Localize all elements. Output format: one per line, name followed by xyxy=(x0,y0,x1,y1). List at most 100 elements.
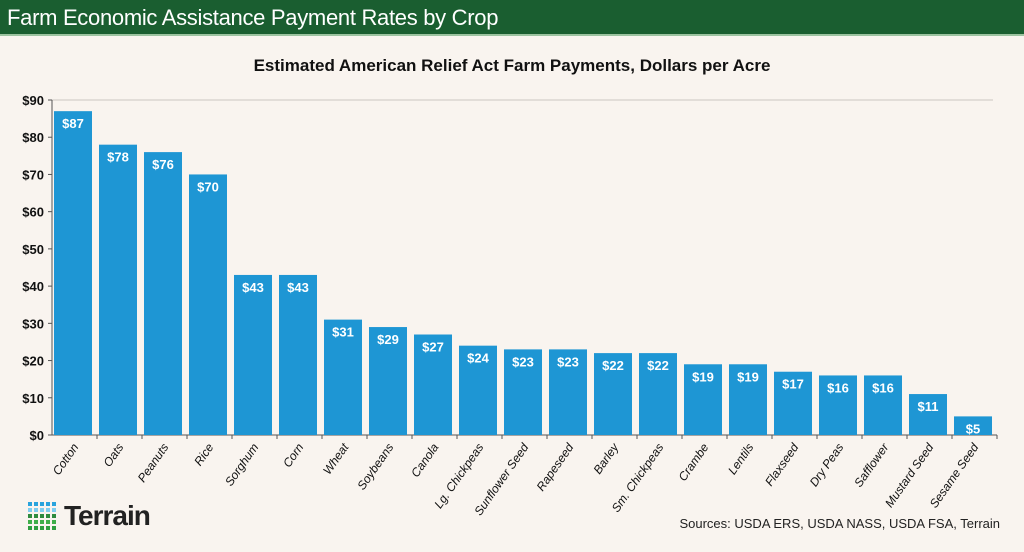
x-tick-label: Cotton xyxy=(50,440,82,477)
x-tick-label: Wheat xyxy=(320,440,352,477)
bar xyxy=(189,174,227,435)
data-label: $16 xyxy=(872,380,894,395)
y-tick-label: $40 xyxy=(22,279,44,294)
data-label: $22 xyxy=(602,358,624,373)
x-tick-label: Dry Peas xyxy=(807,441,847,489)
bar xyxy=(819,375,857,435)
data-label: $17 xyxy=(782,377,804,392)
data-label: $23 xyxy=(557,354,579,369)
y-tick-label: $70 xyxy=(22,167,44,182)
data-label: $16 xyxy=(827,380,849,395)
x-tick-label: Crambe xyxy=(676,440,712,483)
terrain-logo: Terrain xyxy=(28,500,151,532)
data-label: $70 xyxy=(197,179,219,194)
logo-dot xyxy=(52,508,56,512)
logo-grid-icon xyxy=(28,502,56,530)
x-tick-label: Sorghum xyxy=(222,441,261,489)
y-tick-label: $30 xyxy=(22,316,44,331)
bar xyxy=(369,327,407,435)
logo-dot xyxy=(52,502,56,506)
logo-dot xyxy=(28,502,32,506)
bar xyxy=(504,349,542,435)
logo-dot xyxy=(52,520,56,524)
y-tick-label: $80 xyxy=(22,130,44,145)
data-label: $87 xyxy=(62,116,84,131)
data-label: $22 xyxy=(647,358,669,373)
logo-dot xyxy=(34,514,38,518)
x-tick-label: Barley xyxy=(590,440,622,477)
sources-note: Sources: USDA ERS, USDA NASS, USDA FSA, … xyxy=(679,516,1000,531)
logo-dot xyxy=(52,526,56,530)
bar xyxy=(279,274,317,435)
data-label: $76 xyxy=(152,157,174,172)
data-label: $78 xyxy=(107,150,129,165)
logo-dot xyxy=(34,520,38,524)
logo-dot xyxy=(46,526,50,530)
logo-dot xyxy=(52,514,56,518)
logo-dot xyxy=(40,520,44,524)
data-label: $29 xyxy=(377,332,399,347)
logo-dot xyxy=(46,520,50,524)
logo-dot xyxy=(34,502,38,506)
data-label: $43 xyxy=(287,280,309,295)
data-label: $43 xyxy=(242,280,264,295)
x-tick-label: Lentils xyxy=(725,441,756,477)
bar xyxy=(414,334,452,435)
logo-dot xyxy=(46,508,50,512)
bar xyxy=(729,364,767,435)
x-tick-label: Sesame Seed xyxy=(927,440,982,510)
logo-dot xyxy=(40,502,44,506)
data-label: $19 xyxy=(737,369,759,384)
logo-dot xyxy=(40,526,44,530)
data-label: $5 xyxy=(966,421,980,436)
chart-title: Estimated American Relief Act Farm Payme… xyxy=(253,56,771,75)
x-tick-label: Peanuts xyxy=(135,441,172,485)
bar xyxy=(954,416,992,435)
x-tick-label: Soybeans xyxy=(354,441,396,493)
x-tick-label: Flaxseed xyxy=(762,440,802,488)
y-tick-label: $50 xyxy=(22,242,44,257)
logo-dot xyxy=(28,508,32,512)
bar xyxy=(54,111,92,436)
logo-dot xyxy=(40,514,44,518)
y-tick-label: $0 xyxy=(30,428,44,443)
x-tick-label: Oats xyxy=(100,441,126,470)
header-title: Farm Economic Assistance Payment Rates b… xyxy=(0,0,1024,36)
logo-dot xyxy=(28,526,32,530)
bar xyxy=(639,353,677,435)
bar xyxy=(594,353,632,435)
bar xyxy=(234,274,272,435)
x-tick-label: Rice xyxy=(191,440,216,468)
y-tick-label: $20 xyxy=(22,354,44,369)
x-tick-label: Rapeseed xyxy=(534,440,577,493)
data-label: $23 xyxy=(512,354,534,369)
x-tick-label: Canola xyxy=(408,440,441,479)
logo-dot xyxy=(34,508,38,512)
logo-dot xyxy=(40,508,44,512)
x-tick-label: Safflower xyxy=(851,440,892,490)
data-label: $24 xyxy=(467,351,489,366)
bar xyxy=(684,364,722,435)
bar xyxy=(774,371,812,435)
bar xyxy=(909,394,947,435)
bar xyxy=(459,345,497,435)
x-tick-label: Corn xyxy=(280,440,307,470)
bar xyxy=(144,152,182,435)
y-tick-label: $90 xyxy=(22,93,44,108)
bar xyxy=(549,349,587,435)
y-tick-label: $10 xyxy=(22,391,44,406)
logo-dot xyxy=(34,526,38,530)
logo-dot xyxy=(28,514,32,518)
bar xyxy=(99,144,137,435)
logo-dot xyxy=(28,520,32,524)
brand-name: Terrain xyxy=(64,500,151,531)
bar xyxy=(324,319,362,435)
data-label: $27 xyxy=(422,340,444,355)
logo-dot xyxy=(46,514,50,518)
data-label: $31 xyxy=(332,325,354,340)
logo-dot xyxy=(46,502,50,506)
data-label: $11 xyxy=(918,399,939,414)
data-label: $19 xyxy=(692,369,714,384)
y-tick-label: $60 xyxy=(22,205,44,220)
